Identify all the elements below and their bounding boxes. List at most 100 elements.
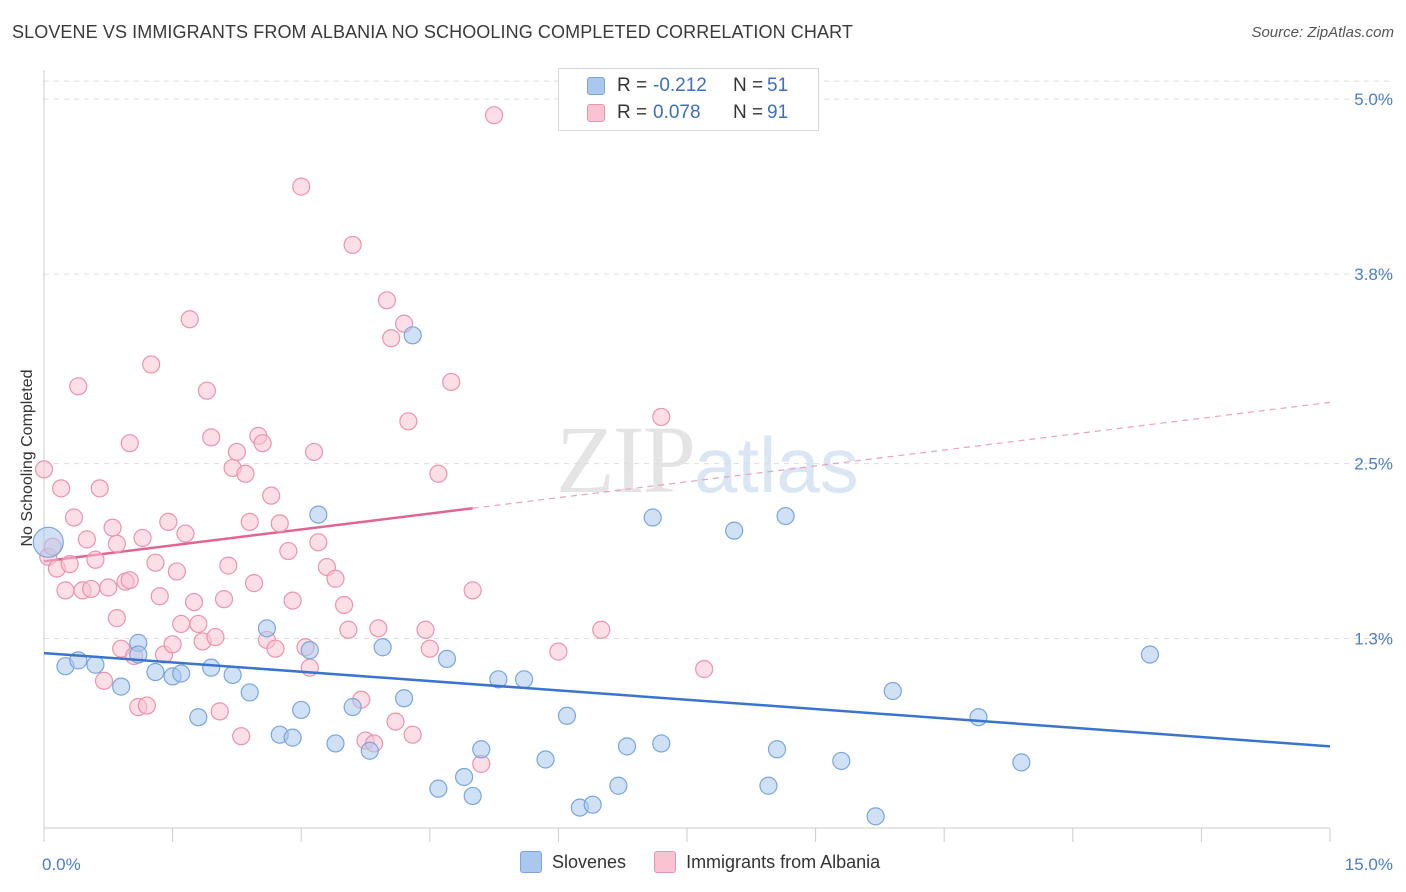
watermark-zip: ZIP [556, 406, 696, 513]
point-albania [279, 541, 298, 561]
trend-line-albania-extension [472, 401, 1331, 509]
point-slovenes [343, 697, 362, 717]
point-slovenes [866, 807, 885, 826]
point-slovenes [969, 708, 988, 727]
point-albania [292, 177, 311, 196]
point-slovenes [283, 728, 302, 747]
point-slovenes [463, 786, 482, 806]
point-slovenes [292, 700, 311, 720]
series-legend-label: Slovenes [552, 851, 627, 872]
point-albania [695, 660, 714, 679]
point-albania [107, 608, 126, 628]
point-albania [103, 518, 122, 537]
chart-title: SLOVENE VS IMMIGRANTS FROM ALBANIA NO SC… [12, 22, 853, 42]
point-slovenes [403, 326, 422, 345]
point-slovenes [883, 681, 902, 701]
legend-n-label: N = [733, 102, 764, 123]
point-slovenes [617, 737, 637, 756]
legend-row-albania: R = 0.078 N = 91 [559, 100, 788, 126]
point-slovenes [112, 677, 131, 696]
point-albania [69, 377, 88, 396]
point-slovenes [767, 740, 787, 759]
point-albania [369, 619, 388, 638]
point-slovenes [32, 526, 64, 558]
point-albania [266, 639, 285, 658]
point-albania [82, 579, 101, 599]
legend-r-value: -0.212 [653, 75, 707, 96]
point-slovenes [609, 776, 628, 795]
series-legend: Slovenes Immigrants from Albania [520, 851, 908, 873]
series-legend-swatch-slovenes [520, 851, 542, 873]
point-albania [442, 372, 461, 392]
y-tick-label: 5.0% [1354, 90, 1393, 109]
point-albania [232, 727, 251, 746]
point-slovenes [394, 689, 414, 708]
point-albania [206, 627, 225, 647]
legend-row-slovenes: R = -0.212 N = 51 [559, 73, 788, 99]
point-albania [202, 428, 221, 447]
point-slovenes [326, 734, 345, 753]
point-slovenes [429, 779, 448, 798]
point-albania [133, 528, 152, 548]
point-albania [382, 329, 401, 348]
point-albania [172, 614, 191, 634]
y-tick-label: 2.5% [1354, 455, 1393, 474]
legend-r-label: R = [617, 75, 648, 96]
point-albania [184, 592, 204, 612]
point-albania [403, 725, 422, 744]
trend-line-slovenes [43, 651, 1331, 748]
point-slovenes [223, 665, 242, 685]
point-albania [399, 412, 418, 431]
point-albania [99, 578, 118, 597]
point-albania [167, 562, 186, 581]
x-tick-label: 15.0% [1345, 855, 1393, 874]
point-albania [219, 556, 238, 575]
y-tick-label: 3.8% [1354, 265, 1393, 284]
point-albania [176, 524, 195, 543]
point-albania [77, 530, 96, 549]
point-albania [56, 581, 75, 600]
point-albania [227, 442, 246, 462]
point-albania [416, 620, 435, 639]
y-tick-label: 1.3% [1354, 630, 1393, 649]
point-albania [262, 486, 281, 505]
series-legend-item-albania: Immigrants from Albania [654, 851, 880, 873]
point-albania [386, 712, 405, 731]
point-albania [146, 553, 165, 572]
point-albania [343, 235, 362, 255]
legend-swatch-albania [587, 104, 605, 122]
legend-n-value: 51 [767, 75, 789, 96]
point-albania [377, 291, 397, 310]
point-slovenes [172, 664, 191, 683]
point-albania [326, 569, 345, 588]
point-slovenes [257, 619, 277, 638]
point-slovenes [652, 734, 671, 753]
point-slovenes [146, 662, 165, 682]
point-albania [86, 550, 105, 569]
legend-n-label: N = [733, 75, 764, 96]
point-slovenes [437, 649, 457, 669]
point-albania [94, 671, 114, 690]
point-albania [137, 696, 156, 715]
point-slovenes [583, 795, 602, 814]
point-albania [197, 381, 216, 400]
point-slovenes [759, 776, 778, 795]
point-slovenes [373, 638, 392, 657]
correlation-legend: R = -0.212 N = 51 R = 0.078 N = 91 [558, 68, 819, 131]
point-slovenes [776, 506, 795, 526]
point-albania [334, 595, 354, 615]
point-albania [150, 587, 169, 606]
point-slovenes [472, 740, 491, 759]
point-albania [52, 479, 71, 498]
point-slovenes [189, 708, 208, 727]
point-albania [339, 620, 358, 639]
point-albania [180, 310, 199, 329]
point-slovenes [360, 741, 379, 760]
point-albania [236, 464, 255, 483]
point-slovenes [489, 670, 508, 689]
point-slovenes [725, 521, 744, 540]
point-slovenes [536, 750, 555, 769]
point-albania [142, 355, 161, 374]
point-albania [283, 591, 302, 610]
